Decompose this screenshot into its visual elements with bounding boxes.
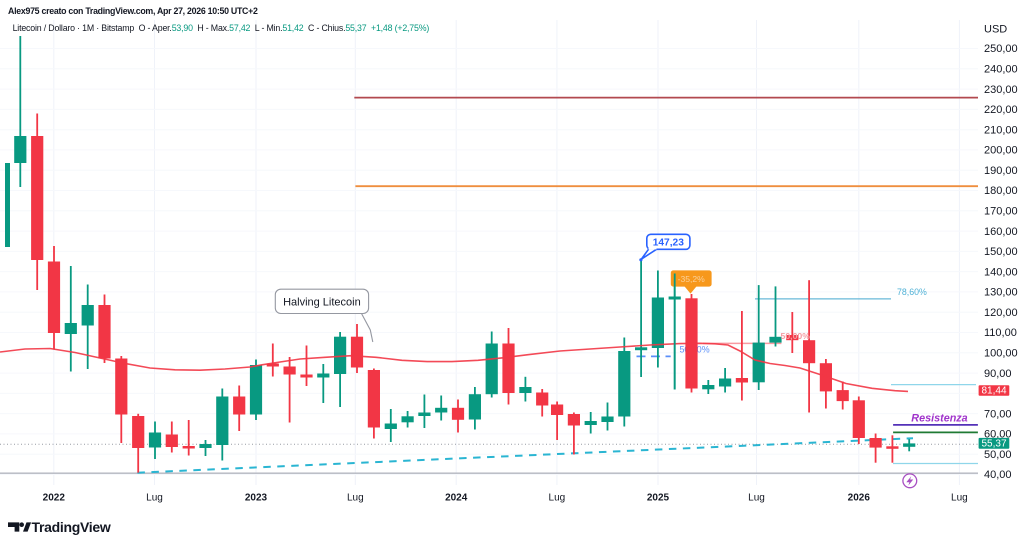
svg-text:2024: 2024 [445, 493, 468, 504]
svg-text:Lug: Lug [347, 493, 364, 504]
svg-text:-35,2%: -35,2% [678, 274, 706, 284]
svg-text:230,00: 230,00 [984, 84, 1018, 96]
svg-text:130,00: 130,00 [984, 287, 1018, 299]
svg-text:2025: 2025 [647, 493, 670, 504]
svg-text:60,00: 60,00 [984, 429, 1012, 441]
svg-text:120,00: 120,00 [984, 307, 1018, 319]
svg-text:147,23: 147,23 [653, 238, 684, 249]
svg-text:2023: 2023 [245, 493, 268, 504]
svg-text:90,00: 90,00 [984, 368, 1012, 380]
svg-text:Lug: Lug [146, 493, 163, 504]
svg-text:70,00: 70,00 [984, 408, 1012, 420]
svg-text:150,00: 150,00 [984, 246, 1018, 258]
svg-text:40,00: 40,00 [984, 469, 1012, 481]
svg-text:190,00: 190,00 [984, 165, 1018, 177]
svg-text:TradingView: TradingView [32, 519, 111, 535]
svg-text:Litecoin / Dollaro · 1M · Bits: Litecoin / Dollaro · 1M · Bitstamp O - A… [13, 23, 430, 33]
svg-text:78,60%: 78,60% [897, 287, 927, 297]
svg-text:220,00: 220,00 [984, 104, 1018, 116]
svg-text:USD: USD [984, 23, 1007, 35]
svg-text:Lug: Lug [748, 493, 765, 504]
svg-text:Lug: Lug [951, 493, 968, 504]
svg-text:180,00: 180,00 [984, 185, 1018, 197]
svg-text:50,00: 50,00 [984, 449, 1012, 461]
svg-text:Resistenza: Resistenza [911, 412, 967, 424]
svg-text:200,00: 200,00 [984, 145, 1018, 157]
svg-text:Halving Litecoin: Halving Litecoin [283, 296, 361, 308]
svg-text:Alex975 creato con TradingView: Alex975 creato con TradingView.com, Apr … [8, 6, 258, 16]
svg-text:50,00%: 50,00% [781, 331, 811, 341]
svg-text:55,37: 55,37 [981, 439, 1006, 450]
svg-text:140,00: 140,00 [984, 266, 1018, 278]
svg-text:210,00: 210,00 [984, 124, 1018, 136]
svg-text:2026: 2026 [848, 493, 871, 504]
svg-text:2022: 2022 [43, 493, 66, 504]
svg-text:Lug: Lug [549, 493, 566, 504]
svg-text:160,00: 160,00 [984, 226, 1018, 238]
svg-text:81,44: 81,44 [981, 386, 1006, 397]
svg-text:110,00: 110,00 [984, 327, 1017, 339]
svg-text:240,00: 240,00 [984, 64, 1018, 76]
svg-text:170,00: 170,00 [984, 206, 1018, 218]
svg-text:250,00: 250,00 [984, 43, 1018, 55]
svg-text:100,00: 100,00 [984, 348, 1018, 360]
